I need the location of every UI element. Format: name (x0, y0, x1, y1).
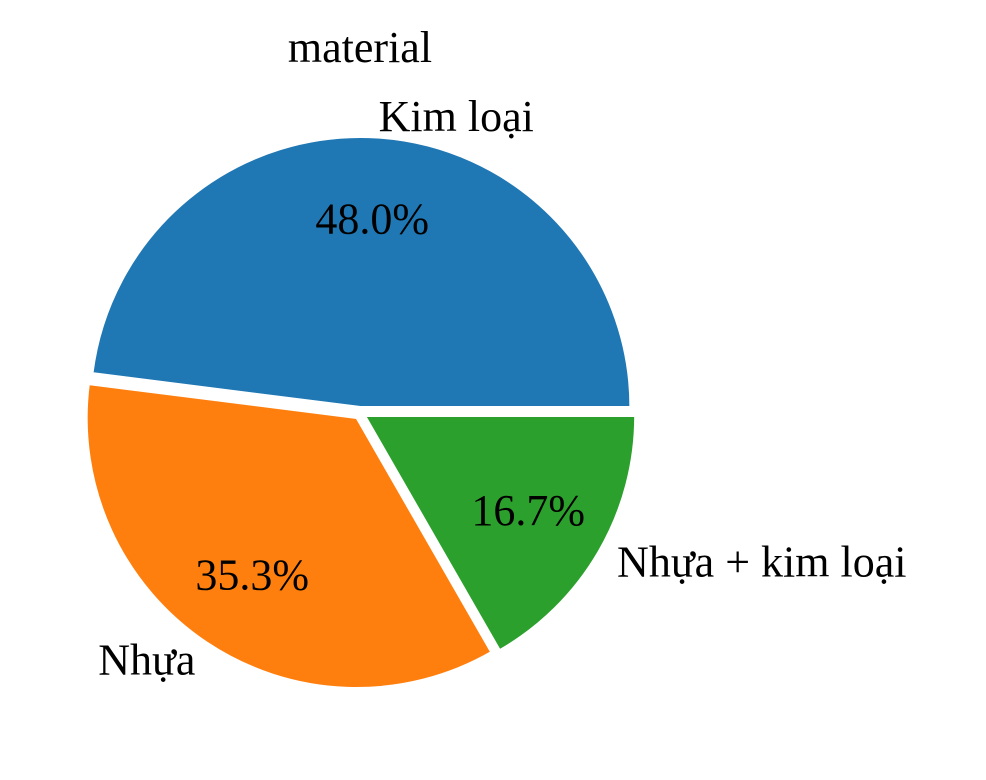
pie-category-label: Kim loại (379, 92, 534, 141)
pie-slice-nhua (85, 383, 493, 689)
pie-labels: 48.0% Kim loại 35.3%Nhựa 16.7% Nhựa + kim lo… (98, 92, 906, 685)
pie-slices (85, 136, 637, 689)
pie-percent-label: 16.7% (471, 486, 585, 535)
pie-slice-kim-loai (91, 136, 632, 409)
pie-category-label: Nhựa + kim loại (617, 537, 906, 586)
pie-percent-label: 48.0% (315, 194, 429, 243)
chart-title: material (288, 23, 432, 72)
pie-percent-label: 35.3% (195, 550, 309, 599)
pie-slice-nhua-kim-loai (363, 415, 637, 652)
pie-category-label: Nhựa (98, 636, 195, 685)
